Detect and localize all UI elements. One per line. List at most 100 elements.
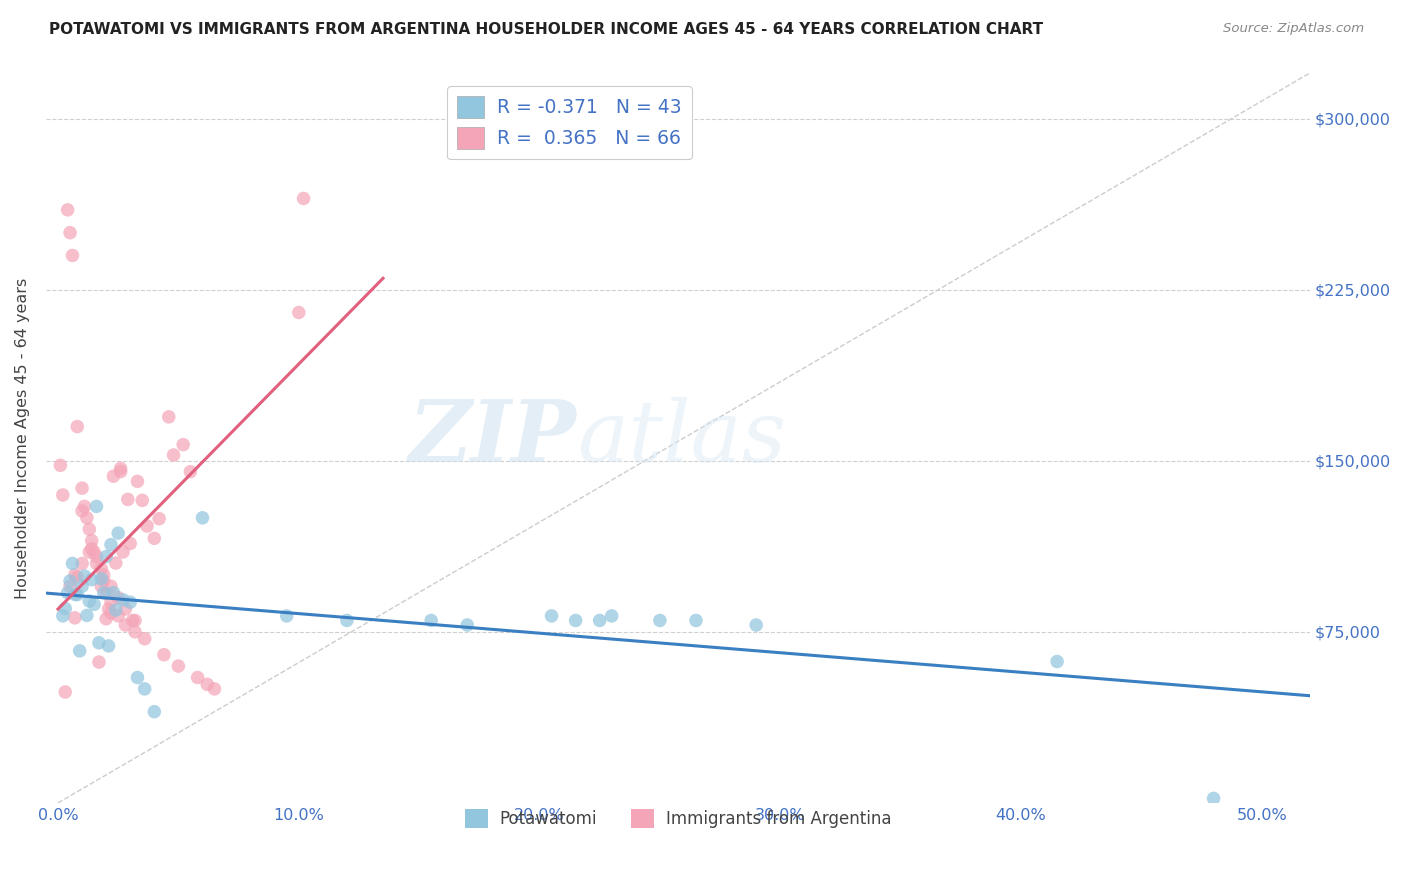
Point xyxy=(127,671,149,685)
Point xyxy=(124,624,146,639)
Point xyxy=(127,475,149,489)
Point xyxy=(66,588,89,602)
Point xyxy=(83,598,105,612)
Text: ZIP: ZIP xyxy=(409,396,576,480)
Point xyxy=(153,648,176,662)
Point xyxy=(191,511,214,525)
Point xyxy=(79,545,101,559)
Point xyxy=(107,591,129,605)
Point xyxy=(96,612,118,626)
Point xyxy=(167,659,190,673)
Point xyxy=(172,437,194,451)
Point xyxy=(53,685,76,699)
Point xyxy=(103,469,125,483)
Point xyxy=(63,567,86,582)
Point xyxy=(86,549,108,564)
Point xyxy=(79,594,101,608)
Point xyxy=(111,592,134,607)
Point xyxy=(62,248,84,262)
Point xyxy=(104,556,127,570)
Point xyxy=(87,636,110,650)
Point xyxy=(53,601,76,615)
Point xyxy=(111,545,134,559)
Point xyxy=(148,512,170,526)
Text: atlas: atlas xyxy=(576,397,786,479)
Point xyxy=(110,465,132,479)
Point xyxy=(104,603,127,617)
Point xyxy=(79,522,101,536)
Point xyxy=(179,465,201,479)
Point xyxy=(76,511,98,525)
Point xyxy=(292,191,315,205)
Point xyxy=(120,536,142,550)
Point xyxy=(685,614,707,628)
Point xyxy=(49,458,72,473)
Point xyxy=(66,570,89,584)
Point xyxy=(96,549,118,564)
Point xyxy=(195,677,218,691)
Point xyxy=(97,639,120,653)
Point xyxy=(56,586,79,600)
Point xyxy=(56,202,79,217)
Point xyxy=(600,608,623,623)
Point xyxy=(62,557,84,571)
Point xyxy=(107,608,129,623)
Text: Source: ZipAtlas.com: Source: ZipAtlas.com xyxy=(1223,22,1364,36)
Point xyxy=(134,681,156,696)
Point xyxy=(63,587,86,601)
Point xyxy=(204,681,226,696)
Point xyxy=(134,632,156,646)
Point xyxy=(540,608,562,623)
Point xyxy=(73,500,96,514)
Point xyxy=(90,579,112,593)
Point xyxy=(143,532,166,546)
Point xyxy=(162,448,184,462)
Point xyxy=(59,579,82,593)
Point xyxy=(110,461,132,475)
Point xyxy=(90,572,112,586)
Point xyxy=(121,614,143,628)
Point xyxy=(52,488,75,502)
Point xyxy=(420,614,443,628)
Point xyxy=(143,705,166,719)
Point xyxy=(589,614,612,628)
Text: POTAWATOMI VS IMMIGRANTS FROM ARGENTINA HOUSEHOLDER INCOME AGES 45 - 64 YEARS CO: POTAWATOMI VS IMMIGRANTS FROM ARGENTINA … xyxy=(49,22,1043,37)
Point xyxy=(80,541,103,556)
Point xyxy=(59,226,82,240)
Point xyxy=(100,538,122,552)
Point xyxy=(80,533,103,548)
Point xyxy=(86,500,108,514)
Point xyxy=(564,614,586,628)
Point xyxy=(96,586,118,600)
Point xyxy=(287,305,309,319)
Point xyxy=(70,557,93,571)
Point xyxy=(114,618,136,632)
Point xyxy=(70,579,93,593)
Point xyxy=(70,481,93,495)
Point xyxy=(80,573,103,587)
Point xyxy=(456,618,478,632)
Point xyxy=(87,655,110,669)
Point xyxy=(100,595,122,609)
Y-axis label: Householder Income Ages 45 - 64 years: Householder Income Ages 45 - 64 years xyxy=(15,277,30,599)
Point xyxy=(187,671,209,685)
Point xyxy=(745,618,768,632)
Point xyxy=(1202,791,1225,805)
Point xyxy=(90,562,112,576)
Point xyxy=(648,614,671,628)
Point xyxy=(52,608,75,623)
Point xyxy=(100,606,122,620)
Point xyxy=(100,579,122,593)
Point xyxy=(66,419,89,434)
Point xyxy=(136,519,159,533)
Point xyxy=(69,644,91,658)
Point xyxy=(70,504,93,518)
Point xyxy=(73,569,96,583)
Legend: Potawatomi, Immigrants from Argentina: Potawatomi, Immigrants from Argentina xyxy=(458,802,898,835)
Point xyxy=(276,608,298,623)
Point xyxy=(93,574,115,588)
Point xyxy=(120,595,142,609)
Point xyxy=(83,545,105,559)
Point xyxy=(63,611,86,625)
Point xyxy=(86,557,108,571)
